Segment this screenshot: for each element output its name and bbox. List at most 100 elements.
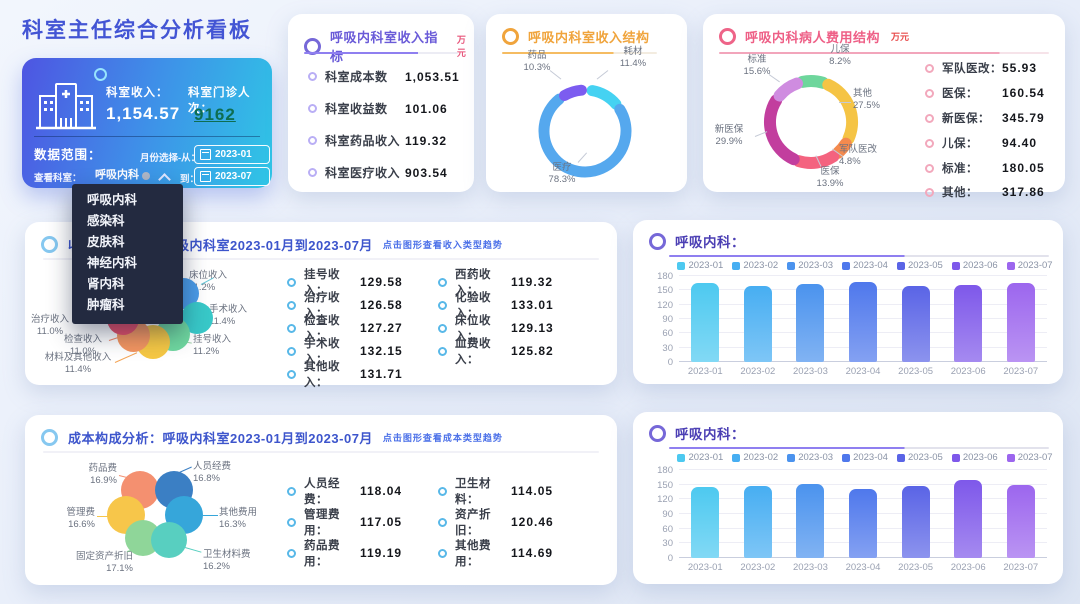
donut-segment-其他[interactable] [822,78,859,145]
gridline [679,275,1047,276]
legend-swatch [732,453,741,462]
hospital-icon [36,83,96,130]
legend-item-2023-03[interactable]: 2023-03 [787,260,833,271]
decoration-ring [94,68,107,81]
dropdown-option-4[interactable]: 肾内科 [87,277,125,291]
legend-swatch [787,453,796,462]
panel-ring-icon [502,28,519,45]
metric-row: 药品费用： 119.19 [287,537,402,569]
bar-cell [848,470,877,558]
donut-segment-标准[interactable] [773,77,803,102]
legend-item-2023-02[interactable]: 2023-02 [732,260,778,271]
title-underline [502,52,657,54]
bar-2023-03[interactable] [796,284,825,362]
y-axis-tick: 0 [667,357,673,368]
bar-2023-02[interactable] [743,286,772,362]
donut-label: 儿保 8.2% [829,44,851,68]
bar-2023-07[interactable] [1006,283,1035,362]
legend-swatch [1006,261,1015,270]
legend-swatch [896,453,905,462]
bar-2023-04[interactable] [848,281,877,362]
panel-unit: 万元 [891,32,910,42]
y-axis-tick: 60 [662,328,673,340]
label-connector-line [97,516,111,517]
legend-item-2023-06[interactable]: 2023-06 [951,452,998,463]
legend-item-2023-07[interactable]: 2023-07 [1006,260,1053,271]
legend-item-2023-05[interactable]: 2023-05 [896,260,943,271]
legend-label: 2023-03 [798,452,834,463]
donut-segment-耗材[interactable] [586,85,622,110]
y-axis-tick: 120 [657,494,673,506]
bar-2023-07[interactable] [1006,485,1035,558]
bar-plot-area [679,275,1047,362]
legend-item-2023-04[interactable]: 2023-04 [842,452,888,463]
bar-2023-02[interactable] [743,485,772,558]
y-axis-tick: 180 [657,465,673,476]
y-axis-tick: 60 [662,523,673,535]
dropdown-option-1[interactable]: 感染科 [87,214,125,228]
legend-item-2023-07[interactable]: 2023-07 [1006,452,1053,463]
legend-item-2023-01[interactable]: 2023-01 [677,260,723,271]
dropdown-option-2[interactable]: 皮肤科 [87,235,125,249]
bar-cell [796,470,825,558]
legend-item-2023-02[interactable]: 2023-02 [732,452,778,463]
x-axis-label: 2023-04 [845,366,881,377]
legend-item-2023-06[interactable]: 2023-06 [951,260,998,271]
legend-label: 2023-01 [688,260,724,271]
summary-card: 科室收入： 1,154.57 科室门诊人次： 9162 数据范围： 月份选择-从… [22,58,272,188]
legend-item-2023-04[interactable]: 2023-04 [842,260,888,271]
bars-row [679,470,1047,558]
donut-segment-药品[interactable] [559,84,587,101]
bar-chart-legend: 2023-01 2023-02 2023-03 2023-04 2023-05 2023-… [673,260,1057,271]
legend-item-2023-01[interactable]: 2023-01 [677,452,723,463]
donut-segment-医保[interactable] [793,150,840,169]
bullet-icon [438,300,447,310]
department-dropdown-menu: 呼吸内科 感染科 皮肤科 神经内科 肾内科 肿瘤科 [72,184,183,324]
visits-label: 科室门诊人次： [188,87,251,115]
donut-label: 标准 15.6% [743,54,771,78]
legend-label: 2023-07 [1017,452,1053,463]
bar-2023-01[interactable] [691,283,720,362]
bar-2023-05[interactable] [901,486,930,558]
fee-legend-row: 医保： 160.54 [925,85,1045,101]
dropdown-option-5[interactable]: 肿瘤科 [87,298,125,312]
legend-item-2023-03[interactable]: 2023-03 [787,452,833,463]
metric-row: 床位收入： 129.13 [438,312,554,344]
bullet-icon [308,136,317,145]
bar-2023-03[interactable] [796,484,825,558]
month-from-label: 月份选择-从： [140,153,201,164]
metric-row: 挂号收入： 129.58 [287,266,403,298]
flower-label: 床位收入 11.2% [189,270,228,294]
legend-item-2023-05[interactable]: 2023-05 [896,452,943,463]
bullet-icon [925,163,934,173]
bar-2023-06[interactable] [954,284,983,362]
month-to-picker[interactable]: 2023-07 [194,167,270,186]
donut-segment-医疗[interactable] [538,93,632,178]
visits-value-link[interactable]: 9162 [194,105,236,124]
bar-2023-05[interactable] [901,286,930,362]
month-from-picker[interactable]: 2023-01 [194,145,270,164]
x-axis: 2023-01 2023-02 2023-03 2023-04 2023-05 2023-… [679,366,1047,377]
legend-swatch [842,261,851,270]
bar-2023-04[interactable] [848,488,877,558]
donut-segment-儿保[interactable] [796,75,829,89]
legend-label: 2023-04 [853,452,888,463]
flower-petal[interactable] [151,522,187,558]
title-underline [304,52,458,54]
indicator-row: 科室收益数 101.06 [308,100,448,117]
panel-unit: 万元 [456,35,466,58]
bullet-icon [925,88,934,98]
bar-plot-area [679,469,1047,558]
bar-cell [848,276,877,362]
dropdown-option-3[interactable]: 神经内科 [87,256,138,270]
fee-legend-row: 其他： 317.86 [925,184,1045,200]
donut-label: 其他 27.5% [853,88,880,112]
department-select[interactable]: 呼吸内科 [95,166,139,185]
donut-segment-新医保[interactable] [764,94,800,166]
dropdown-option-0[interactable]: 呼吸内科 [87,193,138,207]
bullet-icon [438,548,447,558]
bar-2023-01[interactable] [691,487,720,558]
bar-2023-06[interactable] [954,479,983,558]
flower-label: 其他费用 16.3% [219,507,258,531]
fee-legend-row: 标准： 180.05 [925,160,1045,176]
